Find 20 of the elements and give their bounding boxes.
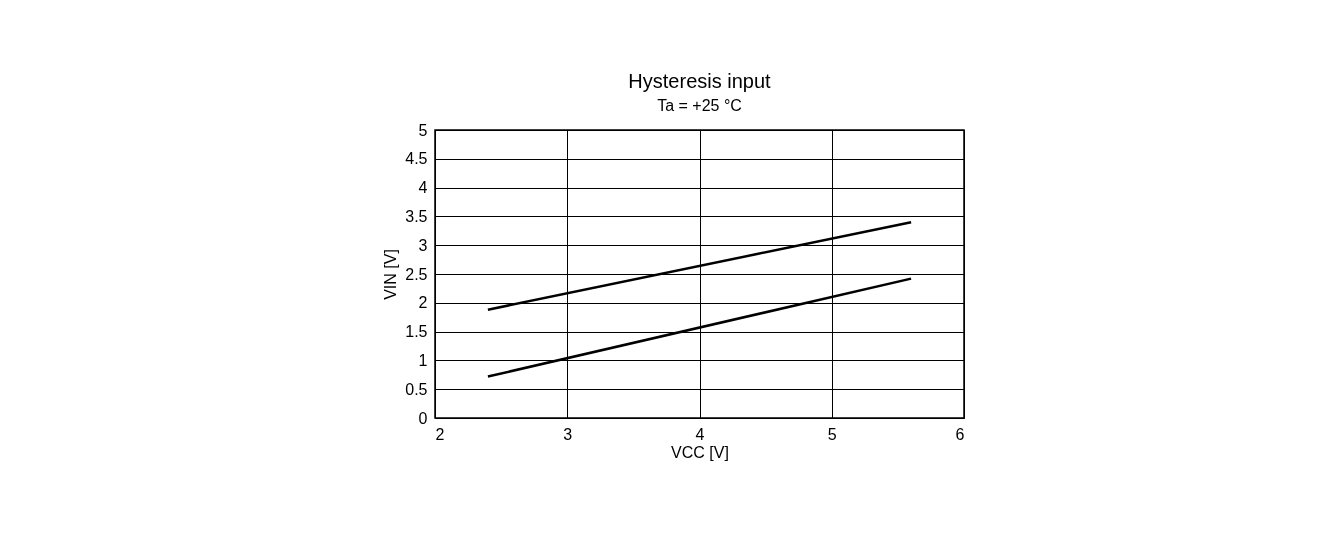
y-tick-label: 2: [418, 294, 428, 312]
y-tick-label: 0.5: [405, 380, 428, 398]
x-tick-label: 4: [695, 425, 705, 443]
x-axis-title: VCC [V]: [671, 443, 729, 461]
y-tick-label: 5: [418, 121, 428, 139]
y-tick-label: 4.5: [405, 150, 428, 168]
y-tick-label: 1: [418, 351, 428, 369]
x-tick-label: 2: [435, 425, 445, 443]
y-tick-label: 3: [418, 236, 428, 254]
chart-subtitle: Ta = +25 °C: [657, 97, 742, 114]
x-tick-label: 6: [955, 425, 965, 443]
x-tick-label: 3: [563, 425, 573, 443]
y-tick-label: 3.5: [405, 207, 428, 225]
x-tick-label: 5: [827, 425, 837, 443]
y-axis-title: VIN [V]: [382, 249, 400, 300]
y-tick-label: 4: [418, 179, 428, 197]
y-tick-label: 1.5: [405, 323, 428, 341]
y-tick-label: 0: [418, 409, 428, 427]
chart-title: Hysteresis input: [628, 70, 772, 92]
y-tick-label: 2.5: [405, 265, 428, 283]
